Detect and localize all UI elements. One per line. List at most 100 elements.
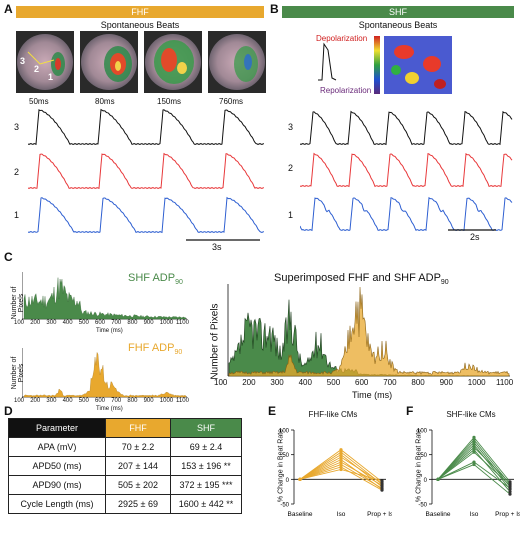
x-tick-label: 500	[78, 320, 89, 326]
data-point	[380, 488, 384, 492]
dish-frame-4	[208, 31, 266, 93]
dish-mark-2: 2	[34, 64, 40, 74]
y-tick-label: -50	[280, 503, 289, 509]
x-tick-label: 100	[14, 320, 25, 326]
x-tick-label: 700	[111, 320, 122, 326]
shf-ap-colormap	[318, 36, 452, 94]
small-adp-histograms	[22, 272, 187, 398]
data-point	[472, 435, 476, 439]
x-tick-label: 800	[127, 320, 138, 326]
y-tick-label: 0	[424, 478, 428, 484]
frame-time-1: 50ms	[29, 97, 49, 106]
dish-frame-1	[16, 31, 74, 93]
data-point	[339, 458, 343, 462]
repolarization-label: Repolarization	[320, 86, 372, 95]
fhf-big-histogram	[228, 286, 510, 377]
table-row: Cycle Length (ms) 2925 ± 69 1600 ± 442 *…	[8, 494, 242, 514]
data-point	[472, 450, 476, 454]
shf-trace-black	[300, 110, 513, 146]
fhf-scalebar-label: 3s	[212, 242, 222, 252]
shf-trace-blue	[300, 196, 513, 232]
ap-waveform-icon	[318, 42, 337, 81]
fhf-dish-frames	[16, 31, 266, 93]
x-tick-label: 200	[30, 320, 41, 326]
small-bottom-xticks: 100 200 300 400 500 600 700 800 900 1000 1100	[14, 398, 190, 408]
x-tick-label: 300	[46, 320, 57, 326]
fhf-trace-black	[28, 108, 264, 146]
data-point	[472, 443, 476, 447]
panel-b-subtitle: Spontaneous Beats	[358, 20, 438, 30]
x-tick-label: 1100	[176, 398, 189, 404]
panel-e-chart: 100 50 0 -50 Baseline Iso Prop + Iso	[279, 429, 392, 519]
x-tick-label: 600	[95, 398, 106, 404]
x-category-label: Iso	[337, 511, 346, 518]
fhf-trace-label-3: 3	[14, 122, 20, 132]
fhf-small-histogram	[23, 351, 187, 398]
table-header-fhf: FHF	[105, 418, 171, 438]
shf-small-histogram	[23, 277, 187, 320]
data-point	[472, 440, 476, 444]
x-tick-label: 700	[111, 398, 122, 404]
dish-mark-1: 1	[48, 72, 54, 82]
dish-mark-3: 3	[20, 56, 26, 66]
shf-adp-label: SHF ADP90	[128, 272, 183, 287]
big-xlabel: Time (ms)	[352, 390, 393, 400]
panel-label-e: E	[268, 404, 277, 418]
data-point	[472, 445, 476, 449]
x-tick-label: 1100	[176, 320, 189, 326]
colorbar	[374, 36, 380, 94]
table-header-parameter: Parameter	[8, 418, 106, 438]
data-point	[339, 467, 343, 472]
fhf-trace-label-1: 1	[14, 210, 20, 220]
data-point	[436, 477, 440, 481]
data-point	[472, 448, 476, 452]
x-tick-label: 400	[298, 378, 312, 387]
table-row: APD90 (ms) 505 ± 202 372 ± 195 ***	[8, 475, 242, 495]
big-xticks: 100 200 300 400 500 600 700 800 900 1000 1100	[214, 378, 518, 390]
small-bottom-xlabel: Time (ms)	[96, 406, 123, 412]
data-point	[380, 483, 384, 487]
data-point	[472, 438, 476, 442]
shf-scalebar-label: 2s	[470, 232, 480, 242]
fhf-adp-label: FHF ADP90	[128, 342, 183, 357]
data-point	[339, 448, 343, 452]
fhf-header-bar: FHF	[16, 6, 264, 18]
x-tick-label: 800	[127, 398, 138, 404]
panel-label-c: C	[4, 250, 13, 264]
y-tick-label: 100	[417, 429, 428, 435]
y-tick-label: 50	[282, 453, 289, 459]
panel-f-chart: 100 50 0 -50 Baseline Iso Prop + Iso	[417, 429, 520, 519]
panel-label-f: F	[406, 404, 414, 418]
x-tick-label: 700	[383, 378, 397, 387]
shf-traces	[300, 110, 513, 232]
shf-trace-label-2: 2	[288, 163, 294, 173]
fhf-trace-label-2: 2	[14, 167, 20, 177]
x-category-label: Prop + Iso	[495, 511, 520, 518]
data-point	[380, 479, 384, 483]
data-point	[472, 462, 476, 467]
superimposed-histogram	[227, 284, 510, 377]
parameter-table: Parameter FHF SHF APA (mV) 70 ± 2.2 69 ±…	[8, 418, 242, 514]
panel-label-b: B	[270, 2, 279, 16]
data-point	[298, 477, 302, 481]
data-point	[508, 486, 512, 490]
x-category-label: Iso	[470, 511, 479, 518]
x-category-label: Prop + Iso	[367, 511, 392, 518]
data-point	[339, 460, 343, 464]
dish-frame-2	[80, 31, 138, 93]
shf-trace-red	[300, 152, 513, 188]
y-tick-label: 0	[286, 478, 290, 484]
panel-f-title: SHF-like CMs	[446, 410, 496, 419]
x-tick-label: 900	[143, 398, 154, 404]
x-tick-label: 300	[46, 398, 57, 404]
data-point	[339, 455, 343, 459]
x-tick-label: 900	[439, 378, 453, 387]
fhf-traces	[28, 108, 264, 241]
x-tick-label: 200	[30, 398, 41, 404]
x-tick-label: 900	[143, 320, 154, 326]
data-point	[472, 460, 476, 464]
small-top-xticks: 100 200 300 400 500 600 700 800 900 1000 1100	[14, 320, 190, 330]
dish-frame-3	[144, 31, 202, 93]
x-tick-label: 100	[14, 398, 25, 404]
